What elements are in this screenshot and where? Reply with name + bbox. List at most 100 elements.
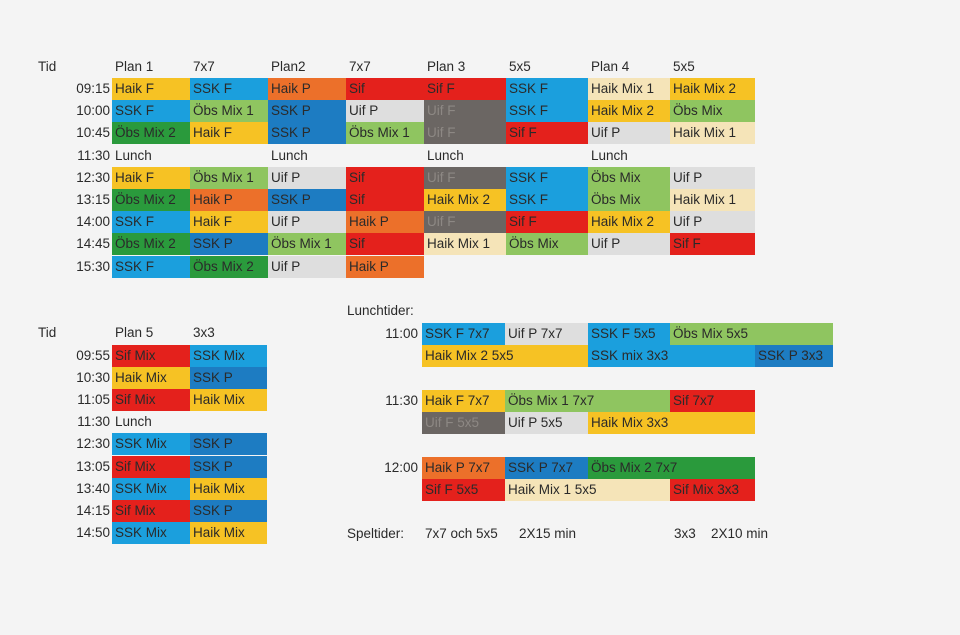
schedule-cell: Haik P [346,255,424,278]
schedule-cell: Sif [346,233,424,256]
lunch-times-title: Lunchtider: [347,303,414,318]
column-header: 7x7 [349,59,371,74]
time-label: 12:30 [76,169,110,185]
schedule-cell: Öbs Mix 1 [190,100,268,123]
schedule-cell: Haik F [190,211,268,234]
schedule-cell: Öbs Mix 2 [112,122,190,145]
lunch-slot-cell: Haik Mix 1 5x5 [505,479,670,501]
play-times-duration-b: 2X10 min [711,526,769,541]
schedule-cell: Uif P [268,255,346,278]
lunch-slot-cell: Öbs Mix 2 7x7 [588,457,755,479]
schedule-cell: Sif Mix [112,499,190,522]
schedule-cell: Öbs Mix [588,166,670,189]
lunch-time-label: 11:30 [385,393,418,408]
schedule-cell: Haik F [190,122,268,145]
schedule-cell: SSK F [190,78,268,100]
schedule-cell: Uif F [424,211,506,234]
lunch-slot-cell: Uif F 5x5 [422,412,505,434]
schedule-cell: Uif P [346,100,424,123]
time-label: 13:05 [76,458,110,474]
time-label: 14:00 [76,214,110,230]
schedule-cell: SSK Mix [112,433,190,456]
schedule-cell: Sif Mix [112,455,190,478]
schedule-cell: SSK P [268,189,346,211]
column-header: 3x3 [193,325,215,340]
schedule-cell: Öbs Mix [670,100,755,123]
lunch-label: Lunch [271,147,308,163]
column-header: 7x7 [193,59,215,74]
lunch-slot-cell: SSK P 7x7 [505,457,588,479]
lunch-label: Lunch [427,147,464,163]
time-label: 13:15 [76,192,110,207]
column-header: Plan2 [271,59,306,74]
schedule-cell: Öbs Mix 2 [190,255,268,278]
schedule-cell: Haik Mix 1 [424,233,506,256]
lunch-slot-cell: Sif Mix 3x3 [670,479,755,501]
schedule-cell: SSK F [112,255,190,278]
schedule-cell: Haik Mix [112,367,190,390]
schedule-cell: Uif F [424,166,506,189]
schedule-cell: Sif Mix [112,345,190,367]
column-header: Plan 4 [591,59,630,74]
schedule-cell: Uif P [268,211,346,234]
time-label: 10:00 [76,103,110,119]
schedule-cell: Uif F [424,100,506,123]
play-times-format-a: 7x7 och 5x5 [425,526,498,541]
column-header: 5x5 [509,59,531,74]
lunch-slot-cell: Uif P 5x5 [505,412,588,434]
schedule-cell: Sif F [670,233,755,256]
lunch-slot-cell: Öbs Mix 1 7x7 [505,390,670,412]
schedule-cell: SSK F [506,189,588,211]
schedule-cell: SSK P [190,433,267,456]
lunch-slot-cell: Haik Mix 3x3 [588,412,755,434]
lunch-label: Lunch [115,414,152,430]
schedule-cell: Haik Mix 2 [588,100,670,123]
schedule-cell: Uif P [268,166,346,189]
schedule-cell: Haik P [190,189,268,211]
time-label: 09:55 [76,348,110,363]
time-label: 14:15 [76,502,110,518]
time-label: 09:15 [76,81,110,96]
schedule-cell: SSK P [190,499,267,522]
lunch-time-label: 11:00 [385,326,418,341]
lunch-slot-cell: Uif P 7x7 [505,323,588,345]
lunch-slot-cell: SSK mix 3x3 [588,345,755,367]
lunch-label: Lunch [115,147,152,163]
schedule-cell: Uif P [670,211,755,234]
lunch-slot-cell: Haik Mix 2 5x5 [422,345,588,367]
schedule-cell: SSK Mix [190,345,267,367]
time-label: 11:30 [77,414,110,430]
schedule-cell: Sif [346,189,424,211]
lunch-slot-cell: SSK P 3x3 [755,345,833,367]
schedule-cell: Haik F [112,78,190,100]
time-label: 14:45 [76,236,110,252]
schedule-cell: Uif P [588,233,670,256]
schedule-cell: SSK P [268,122,346,145]
schedule-cell: Sif F [424,78,506,100]
schedule-cell: SSK P [190,367,267,390]
schedule-cell: Haik Mix [190,521,267,544]
lunch-label: Lunch [591,147,628,163]
schedule-cell: SSK F [506,78,588,100]
schedule-cell: Sif [346,78,424,100]
lunch-slot-cell: SSK F 7x7 [422,323,505,345]
schedule-cell: Öbs Mix 1 [268,233,346,256]
schedule-cell: SSK P [190,455,267,478]
schedule-cell: Uif F [424,122,506,145]
schedule-cell: Haik Mix 1 [588,78,670,100]
schedule-cell: Uif P [588,122,670,145]
schedule-cell: Öbs Mix 2 [112,233,190,256]
schedule-cell: SSK P [268,100,346,123]
lunch-slot-cell: SSK F 5x5 [588,323,670,345]
lunch-slot-cell: Haik P 7x7 [422,457,505,479]
schedule-cell: Öbs Mix 1 [346,122,424,145]
schedule-cell: Haik F [112,166,190,189]
schedule-cell: Haik P [346,211,424,234]
lunch-slot-cell: Haik F 7x7 [422,390,505,412]
tid-header: Tid [38,59,57,74]
schedule-cell: Haik Mix 1 [670,122,755,145]
schedule-cell: Sif F [506,211,588,234]
lunch-slot-cell: Sif F 5x5 [422,479,505,501]
time-label: 10:45 [76,125,110,141]
schedule-cell: Haik P [268,78,346,100]
